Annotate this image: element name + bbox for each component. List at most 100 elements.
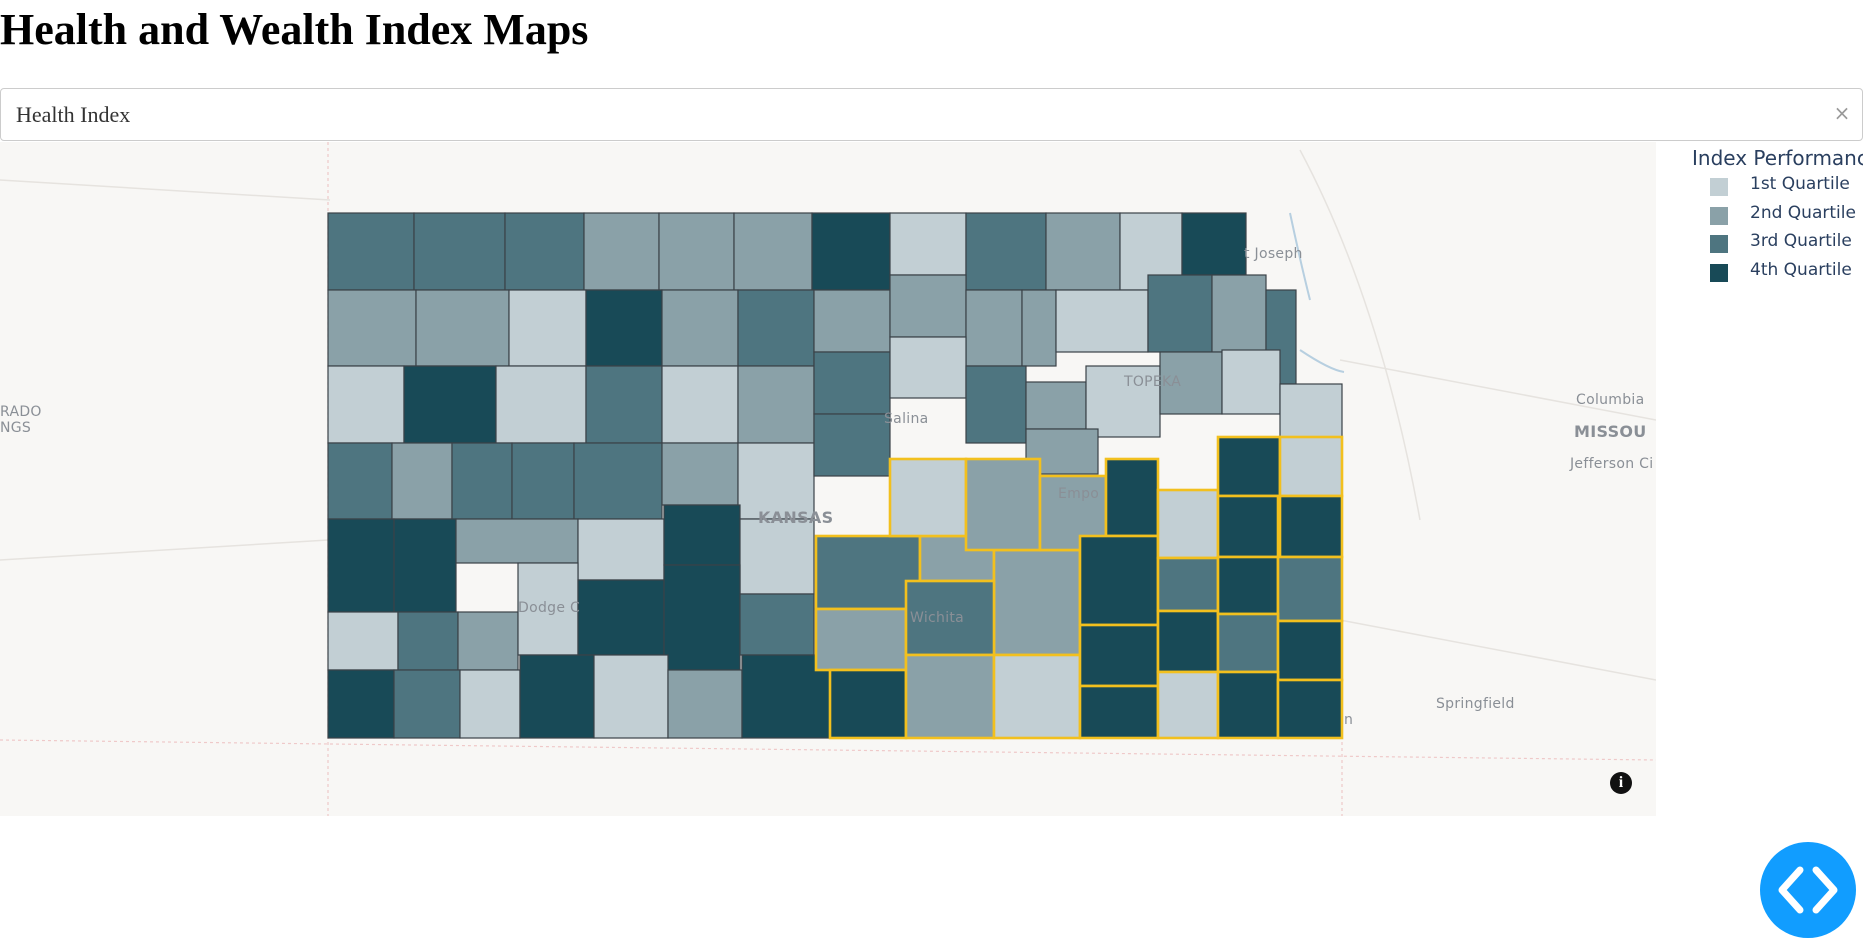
county-region[interactable] — [1211, 274, 1267, 353]
county-layer[interactable] — [327, 212, 1343, 739]
highlighted-county-region[interactable] — [904, 579, 996, 657]
highlighted-county-region[interactable] — [1078, 684, 1160, 740]
county-region[interactable] — [327, 669, 395, 739]
highlighted-county-region[interactable] — [1216, 494, 1280, 559]
county-region[interactable] — [583, 212, 660, 291]
county-region[interactable] — [573, 442, 663, 520]
index-select-dropdown[interactable]: Health Index × — [0, 88, 1863, 141]
highlighted-county-region[interactable] — [904, 653, 996, 740]
clear-selection-icon[interactable]: × — [1833, 101, 1851, 125]
county-region[interactable] — [1181, 212, 1247, 276]
highlighted-county-region[interactable] — [1156, 488, 1220, 560]
highlighted-county-region[interactable] — [1104, 457, 1160, 538]
county-region[interactable] — [965, 365, 1027, 444]
highlighted-county-region[interactable] — [1278, 435, 1344, 498]
county-region[interactable] — [593, 654, 669, 739]
map-canvas[interactable] — [0, 142, 1656, 816]
county-region[interactable] — [813, 289, 891, 353]
county-region[interactable] — [1221, 349, 1281, 415]
county-region[interactable] — [455, 518, 579, 564]
county-region[interactable] — [459, 669, 521, 739]
highlighted-county-region[interactable] — [1156, 609, 1220, 674]
county-region[interactable] — [667, 669, 743, 739]
county-region[interactable] — [585, 289, 663, 367]
highlighted-county-region[interactable] — [1216, 612, 1280, 674]
county-region[interactable] — [519, 654, 595, 739]
highlighted-county-region[interactable] — [992, 548, 1082, 657]
county-region[interactable] — [577, 518, 665, 581]
highlighted-county-region[interactable] — [828, 668, 908, 740]
county-region[interactable] — [1045, 212, 1121, 291]
highlighted-county-region[interactable] — [1276, 555, 1344, 623]
county-region[interactable] — [327, 442, 393, 520]
county-region[interactable] — [813, 413, 891, 477]
county-region[interactable] — [739, 593, 815, 656]
county-region[interactable] — [457, 611, 519, 671]
choropleth-map[interactable]: RADO NGS t Joseph TOPEKA Salina Empo KAN… — [0, 142, 1656, 816]
county-region[interactable] — [415, 289, 510, 367]
county-region[interactable] — [413, 212, 506, 291]
county-region[interactable] — [889, 212, 967, 276]
county-region[interactable] — [658, 212, 735, 291]
county-region[interactable] — [391, 442, 453, 520]
county-region[interactable] — [733, 212, 813, 291]
county-region[interactable] — [393, 518, 457, 613]
county-region[interactable] — [327, 212, 415, 291]
legend-item-2nd-quartile[interactable]: 2nd Quartile — [1710, 199, 1863, 228]
highlighted-county-region[interactable] — [1276, 619, 1344, 682]
highlighted-county-region[interactable] — [1156, 556, 1220, 613]
county-region[interactable] — [393, 669, 461, 739]
county-region[interactable] — [737, 365, 815, 444]
county-region[interactable] — [403, 365, 497, 444]
highlighted-county-region[interactable] — [1216, 435, 1282, 498]
county-region[interactable] — [965, 212, 1047, 291]
county-region[interactable] — [663, 504, 741, 566]
county-region[interactable] — [585, 365, 663, 444]
highlighted-county-region[interactable] — [814, 534, 922, 611]
county-region[interactable] — [1021, 289, 1057, 367]
highlighted-county-region[interactable] — [1156, 670, 1220, 740]
county-region[interactable] — [889, 336, 967, 399]
county-region[interactable] — [1085, 365, 1161, 438]
highlighted-county-region[interactable] — [814, 607, 908, 672]
highlighted-county-region[interactable] — [1216, 555, 1280, 616]
info-icon[interactable]: i — [1610, 772, 1632, 794]
highlighted-county-region[interactable] — [992, 653, 1082, 740]
county-region[interactable] — [737, 442, 815, 520]
county-region[interactable] — [504, 212, 585, 291]
county-region[interactable] — [811, 212, 891, 291]
highlighted-county-region[interactable] — [888, 457, 968, 538]
county-region[interactable] — [1025, 381, 1087, 430]
county-region[interactable] — [327, 365, 405, 444]
county-region[interactable] — [1279, 383, 1343, 438]
county-region[interactable] — [1147, 274, 1213, 353]
county-region[interactable] — [737, 289, 815, 367]
highlighted-county-layer[interactable] — [814, 435, 1344, 740]
county-region[interactable] — [663, 564, 741, 671]
county-region[interactable] — [495, 365, 587, 444]
county-region[interactable] — [511, 442, 575, 520]
highlighted-county-region[interactable] — [1078, 534, 1160, 627]
legend-item-1st-quartile[interactable]: 1st Quartile — [1710, 170, 1863, 199]
county-region[interactable] — [327, 611, 399, 671]
county-region[interactable] — [327, 289, 417, 367]
highlighted-county-region[interactable] — [1276, 678, 1344, 740]
highlighted-county-region[interactable] — [1216, 670, 1280, 740]
county-region[interactable] — [577, 579, 665, 656]
legend-item-4th-quartile[interactable]: 4th Quartile — [1710, 256, 1863, 285]
county-region[interactable] — [661, 365, 739, 444]
county-region[interactable] — [889, 274, 967, 338]
county-region[interactable] — [451, 442, 513, 520]
county-region[interactable] — [965, 289, 1023, 367]
highlighted-county-region[interactable] — [1078, 623, 1160, 688]
county-region[interactable] — [661, 442, 739, 506]
county-region[interactable] — [661, 289, 739, 367]
code-toggle-button[interactable] — [1760, 842, 1856, 938]
highlighted-county-region[interactable] — [964, 457, 1042, 552]
county-region[interactable] — [327, 518, 395, 613]
highlighted-county-region[interactable] — [1278, 494, 1344, 559]
county-region[interactable] — [508, 289, 587, 367]
county-region[interactable] — [739, 518, 815, 595]
county-region[interactable] — [397, 611, 459, 671]
legend-item-3rd-quartile[interactable]: 3rd Quartile — [1710, 227, 1863, 256]
